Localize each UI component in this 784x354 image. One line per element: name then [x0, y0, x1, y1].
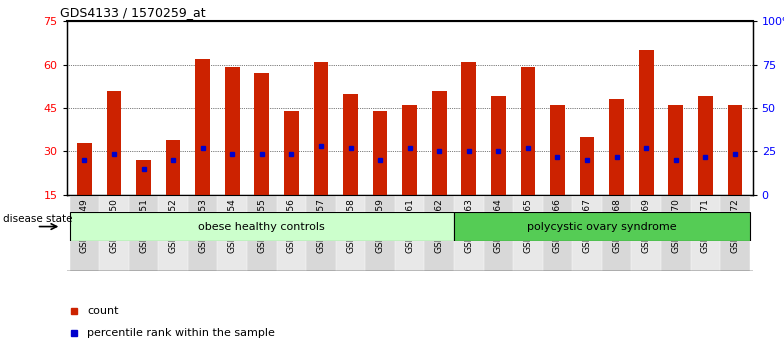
Bar — [424, 195, 454, 271]
Text: GSM201870: GSM201870 — [671, 199, 681, 253]
Bar — [372, 111, 387, 195]
Text: GDS4133 / 1570259_at: GDS4133 / 1570259_at — [60, 6, 205, 19]
Bar — [247, 195, 277, 271]
Text: GSM201865: GSM201865 — [524, 199, 532, 253]
Bar — [158, 195, 188, 271]
Bar — [698, 96, 713, 195]
Text: GSM201861: GSM201861 — [405, 199, 414, 253]
Text: GSM201866: GSM201866 — [553, 199, 562, 253]
Bar — [188, 195, 217, 271]
Bar — [661, 195, 691, 271]
Bar — [195, 59, 210, 195]
Bar — [314, 62, 328, 195]
Bar — [70, 195, 99, 271]
Bar — [484, 195, 514, 271]
Text: GSM201862: GSM201862 — [434, 199, 444, 253]
Bar — [602, 195, 631, 271]
Text: GSM201872: GSM201872 — [731, 199, 739, 253]
Bar — [217, 195, 247, 271]
Bar — [77, 143, 92, 195]
Text: GSM201854: GSM201854 — [227, 199, 237, 253]
Text: GSM201863: GSM201863 — [464, 199, 474, 253]
Bar — [136, 160, 151, 195]
Text: GSM201852: GSM201852 — [169, 199, 178, 253]
Bar — [165, 140, 180, 195]
Text: GSM201851: GSM201851 — [139, 199, 148, 253]
Bar — [579, 137, 594, 195]
Bar — [550, 105, 565, 195]
Bar — [631, 195, 661, 271]
Bar — [99, 195, 129, 271]
Text: percentile rank within the sample: percentile rank within the sample — [87, 328, 275, 338]
Bar — [336, 195, 365, 271]
Bar — [343, 93, 358, 195]
Text: GSM201869: GSM201869 — [641, 199, 651, 253]
Bar — [462, 62, 476, 195]
Text: GSM201858: GSM201858 — [346, 199, 355, 253]
Bar — [395, 195, 424, 271]
Bar — [254, 73, 269, 195]
Bar — [402, 105, 417, 195]
Bar — [70, 212, 454, 241]
Bar — [543, 195, 572, 271]
Text: GSM201857: GSM201857 — [317, 199, 325, 253]
Text: GSM201871: GSM201871 — [701, 199, 710, 253]
Bar — [129, 195, 158, 271]
Text: GSM201855: GSM201855 — [257, 199, 267, 253]
Bar — [521, 68, 535, 195]
Bar — [514, 195, 543, 271]
Text: GSM201850: GSM201850 — [110, 199, 118, 253]
Bar — [107, 91, 122, 195]
Bar — [491, 96, 506, 195]
Bar — [728, 105, 742, 195]
Bar — [639, 50, 654, 195]
Bar — [669, 105, 683, 195]
Bar — [284, 111, 299, 195]
Bar — [225, 68, 240, 195]
Bar — [691, 195, 720, 271]
Text: polycystic ovary syndrome: polycystic ovary syndrome — [527, 222, 677, 232]
Bar — [720, 195, 750, 271]
Bar — [572, 195, 602, 271]
Text: disease state: disease state — [3, 215, 73, 224]
Bar — [609, 99, 624, 195]
Text: GSM201853: GSM201853 — [198, 199, 207, 253]
Bar — [432, 91, 447, 195]
Bar — [454, 195, 484, 271]
Text: GSM201856: GSM201856 — [287, 199, 296, 253]
Bar — [277, 195, 306, 271]
Text: GSM201864: GSM201864 — [494, 199, 503, 253]
Text: GSM201849: GSM201849 — [80, 199, 89, 253]
Bar — [365, 195, 395, 271]
Text: count: count — [87, 306, 118, 316]
Text: GSM201867: GSM201867 — [583, 199, 592, 253]
Text: GSM201868: GSM201868 — [612, 199, 621, 253]
Bar — [306, 195, 336, 271]
Text: GSM201859: GSM201859 — [376, 199, 385, 253]
Bar — [454, 212, 750, 241]
Text: obese healthy controls: obese healthy controls — [198, 222, 325, 232]
